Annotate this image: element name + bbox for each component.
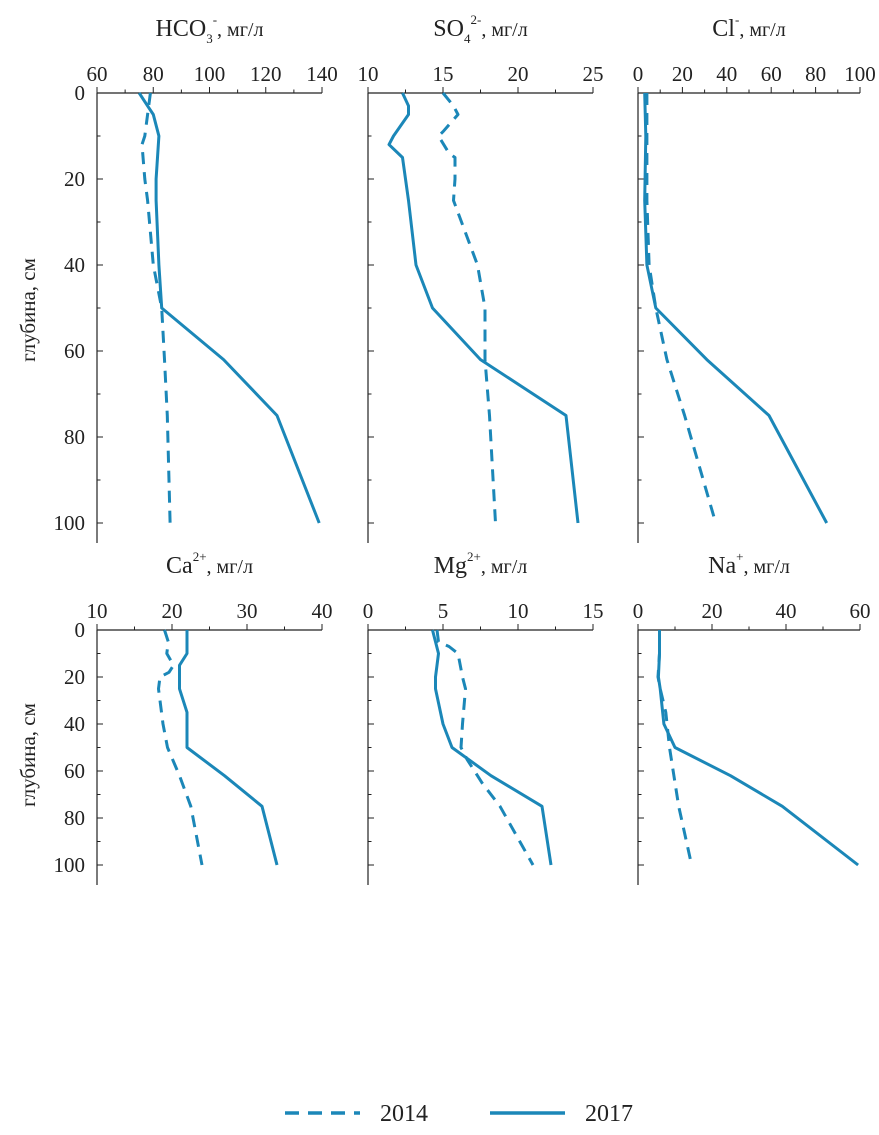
series-line-2014 [437, 92, 497, 524]
x-tick-label: 10 [508, 599, 529, 623]
x-tick-label: 5 [438, 599, 449, 623]
x-tick-label: 10 [358, 62, 379, 86]
panel-4: 0 5 10 15 Mg2+, мг/л [363, 549, 604, 885]
y-tick-label: 20 [64, 167, 85, 191]
x-tick-label: 100 [844, 62, 876, 86]
x-tick-label: 20 [672, 62, 693, 86]
x-tick-label: 0 [363, 599, 374, 623]
y-tick-label: 0 [75, 81, 86, 105]
x-tick-label: 20 [508, 62, 529, 86]
series-line-2017 [643, 92, 829, 524]
x-tick-label: 20 [702, 599, 723, 623]
series-line-2017 [387, 92, 580, 524]
y-tick-label: 40 [64, 712, 85, 736]
x-tick-label: 25 [583, 62, 604, 86]
x-tick-label: 120 [250, 62, 282, 86]
x-tick-label: 15 [433, 62, 454, 86]
y-tick-label: 0 [75, 618, 86, 642]
y-axis-label-bottom: глубина, см [16, 703, 40, 807]
y-axis-label-top: глубина, см [16, 258, 40, 362]
x-tick-label: 100 [194, 62, 226, 86]
y-tick-label: 60 [64, 339, 85, 363]
y-tick-label: 100 [54, 511, 86, 535]
x-tick-label: 60 [761, 62, 782, 86]
legend-label-2014: 2014 [380, 1101, 428, 1127]
series-line-2017 [656, 630, 860, 867]
series-line-2014 [435, 629, 535, 866]
x-tick-label: 40 [312, 599, 333, 623]
series-line-2017 [137, 92, 321, 524]
x-tick-label: 40 [716, 62, 737, 86]
x-tick-label: 10 [87, 599, 108, 623]
panel-0: 60 80 100 120 140 0 20 40 60 80 100 HCO3-, мг/л [54, 12, 338, 543]
panel-1: 10 15 20 25 SO42-, мг/л [358, 12, 604, 543]
panel-5: 0 20 40 60 Na+, мг/л [633, 549, 871, 885]
legend-label-2017: 2017 [585, 1101, 633, 1127]
x-tick-label: 0 [633, 62, 644, 86]
series-line-2017 [431, 629, 553, 866]
x-tick-label: 60 [87, 62, 108, 86]
y-tick-label: 80 [64, 806, 85, 830]
x-tick-label: 140 [306, 62, 338, 86]
x-tick-label: 30 [237, 599, 258, 623]
panel-title: Cl-, мг/л [712, 12, 785, 42]
panel-3: 10 20 30 40 0 20 40 60 80 100 Ca2+, мг/л [54, 549, 333, 885]
y-tick-label: 40 [64, 253, 85, 277]
series-line-2017 [178, 630, 279, 866]
x-tick-label: 40 [776, 599, 797, 623]
y-tick-label: 60 [64, 759, 85, 783]
y-tick-label: 100 [54, 853, 86, 877]
x-tick-label: 0 [633, 599, 644, 623]
legend: 2014 2017 [285, 1101, 633, 1127]
x-tick-label: 60 [850, 599, 871, 623]
panel-2: 0 20 40 60 80 100 Cl-, мг/л [633, 12, 876, 543]
x-tick-label: 20 [162, 599, 183, 623]
x-tick-label: 80 [805, 62, 826, 86]
y-tick-label: 20 [64, 665, 85, 689]
series-line-2014 [140, 92, 172, 524]
x-tick-label: 80 [143, 62, 164, 86]
panel-title: Na+, мг/л [708, 549, 790, 579]
x-tick-label: 15 [583, 599, 604, 623]
series-line-2014 [157, 629, 204, 866]
y-tick-label: 80 [64, 425, 85, 449]
panel-title: SO42-, мг/л [433, 12, 527, 46]
panel-title: Ca2+, мг/л [166, 549, 253, 579]
panel-title: HCO3-, мг/л [156, 12, 264, 46]
panel-title: Mg2+, мг/л [434, 549, 528, 579]
